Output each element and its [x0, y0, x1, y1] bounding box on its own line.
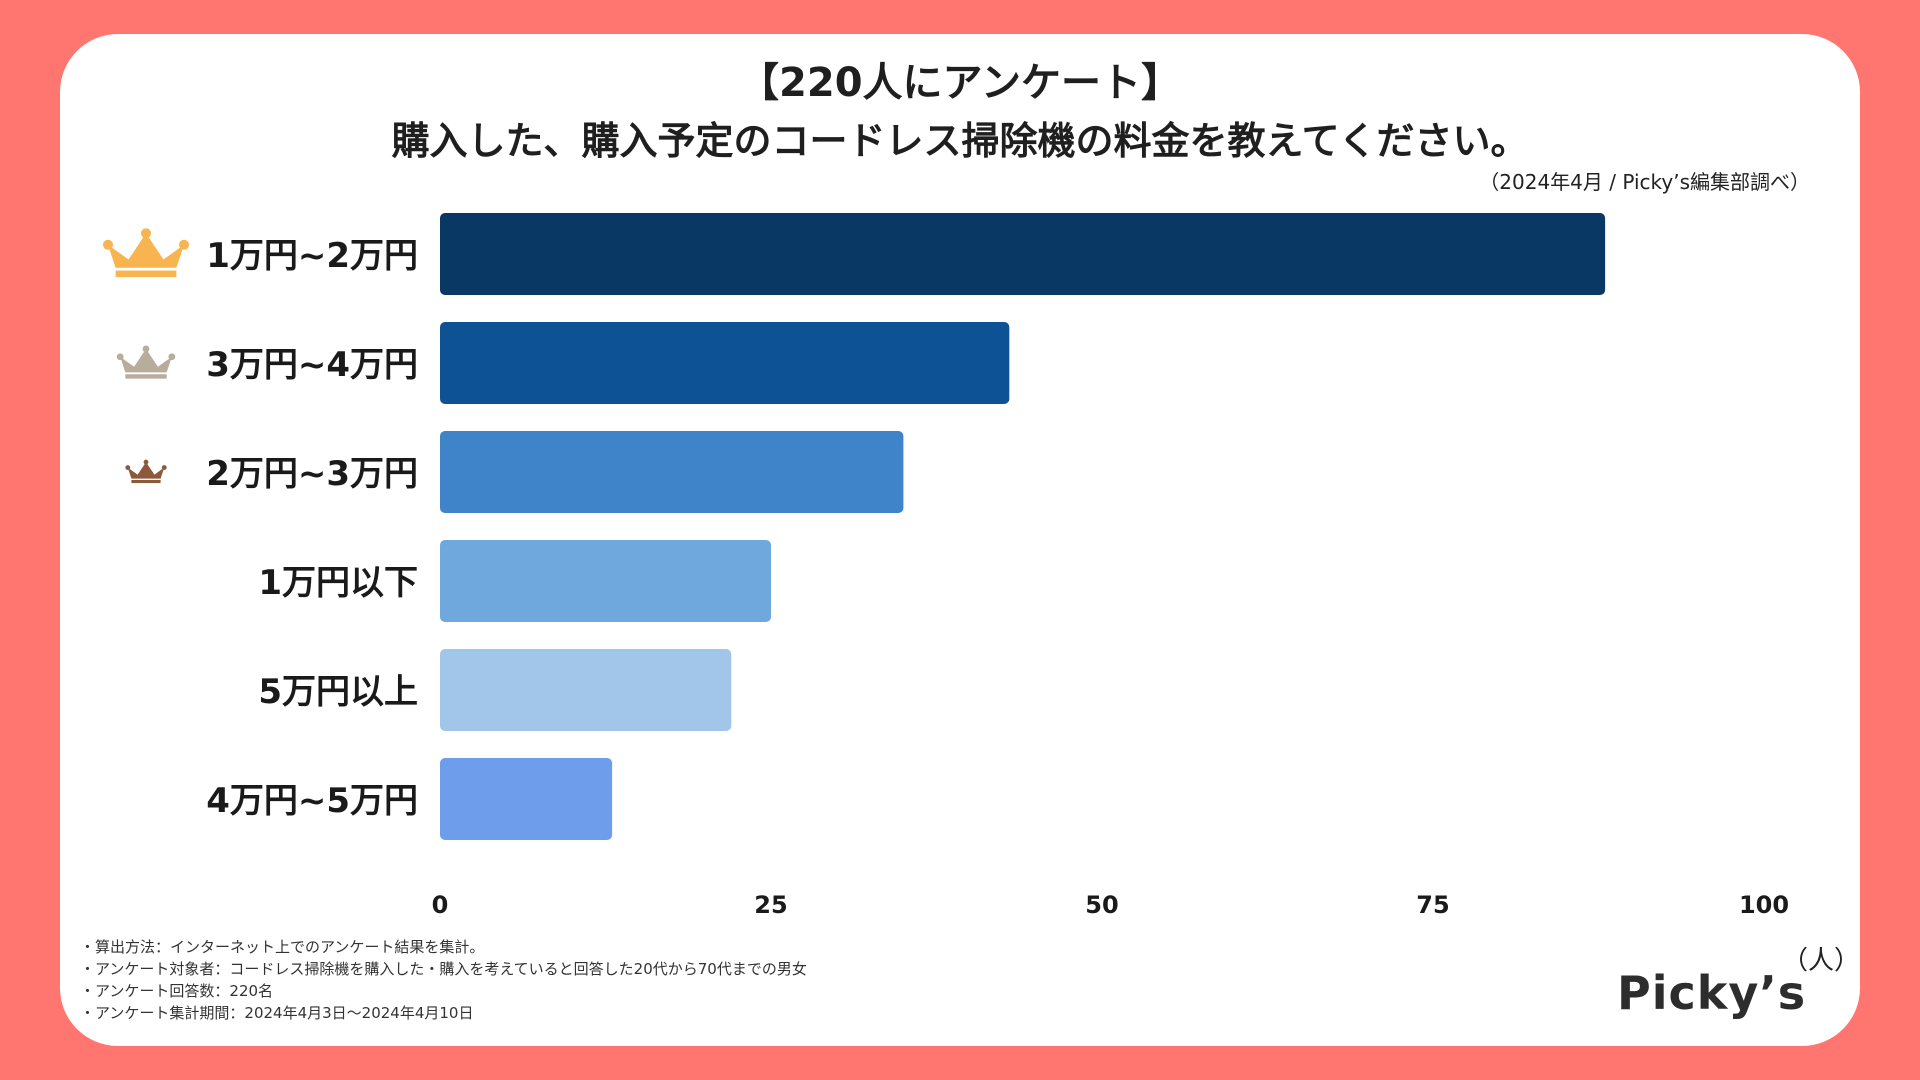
crown-bronze-icon — [125, 459, 167, 484]
category-label-4: 1万円以下 — [258, 563, 418, 603]
chart-title-line2: 購入した、購入予定のコードレス掃除機の料金を教えてください。 — [391, 119, 1529, 163]
note-count: ・アンケート回答数：220名 — [80, 982, 274, 1000]
category-label-2: 3万円~4万円 — [206, 345, 418, 385]
bar-6 — [440, 758, 613, 840]
source-note: （2024年4月 / Picky’s編集部調べ） — [1479, 170, 1810, 194]
note-period: ・アンケート集計期間：2024年4月3日〜2024年4月10日 — [80, 1004, 474, 1022]
category-label-3: 2万円~3万円 — [206, 454, 418, 494]
category-label-5: 5万円以上 — [258, 672, 418, 712]
unit-label: （人） — [1782, 946, 1861, 976]
survey-notes: ・算出方法：インターネット上でのアンケート結果を集計。 ・アンケート対象者：コー… — [80, 936, 807, 1024]
crown-gold-icon — [103, 228, 189, 277]
x-tick-label-2: 25 — [754, 891, 787, 919]
chart-card — [60, 34, 1860, 1046]
bar-5 — [440, 649, 732, 731]
x-tick-label-5: 100 — [1739, 891, 1789, 919]
category-label-1: 1万円~2万円 — [206, 236, 418, 276]
note-target: ・アンケート対象者：コードレス掃除機を購入した・購入を考えていると回答した20代… — [80, 960, 807, 978]
chart-title-line1: 【220人にアンケート】 — [739, 60, 1181, 106]
crown-silver-icon — [116, 345, 176, 379]
x-tick-label-1: 0 — [432, 891, 449, 919]
brand-logo: Picky’s — [1617, 966, 1807, 1020]
bar-3 — [440, 431, 904, 513]
bar-1 — [440, 213, 1606, 295]
bar-2 — [440, 322, 1010, 404]
note-method: ・算出方法：インターネット上でのアンケート結果を集計。 — [80, 938, 485, 956]
x-tick-label-3: 50 — [1085, 891, 1118, 919]
x-tick-label-4: 75 — [1416, 891, 1449, 919]
category-label-6: 4万円~5万円 — [206, 781, 418, 821]
bar-4 — [440, 540, 771, 622]
